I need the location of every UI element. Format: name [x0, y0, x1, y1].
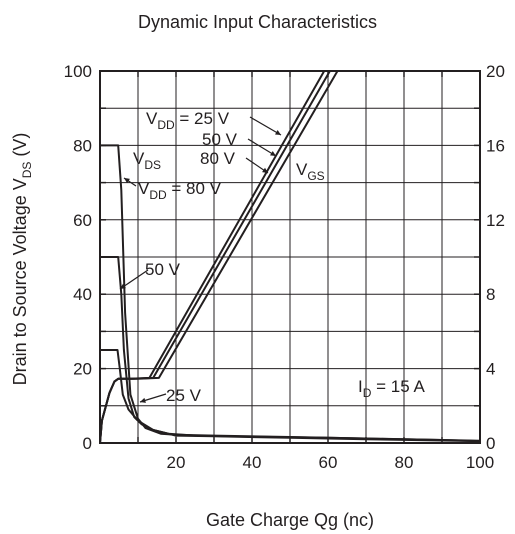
arrow-vdd-80-head	[262, 167, 268, 173]
x-tick-label: 100	[466, 453, 494, 472]
y2-tick-label: 12	[486, 211, 505, 230]
y2-tick-label: 4	[486, 360, 495, 379]
y-tick-label: 60	[73, 211, 92, 230]
series-line-2	[100, 349, 480, 443]
arrow-50v-head	[120, 283, 126, 289]
annotation-80v: 80 V	[200, 149, 236, 168]
y-tick-label: 100	[64, 62, 92, 81]
y-tick-label: 20	[73, 360, 92, 379]
series-line-5	[100, 71, 339, 443]
x-axis-label: Gate Charge Qg (nc)	[205, 510, 375, 530]
chart-title: Dynamic Input Characteristics	[137, 12, 378, 32]
annotation-25v: 25 V	[166, 386, 202, 405]
chart-curves	[100, 71, 480, 443]
annotation-vgs: VGS	[296, 160, 325, 183]
arrow-vdd-25-head	[275, 130, 281, 135]
x-tick-label: 60	[319, 453, 338, 472]
annotation-50v: 50 V	[202, 130, 238, 149]
x-tick-label: 80	[395, 453, 414, 472]
arrow-vdd-80-vds-head	[124, 178, 130, 184]
y2-tick-label: 0	[486, 434, 495, 453]
y-tick-label: 0	[83, 434, 92, 453]
chart-ticks	[100, 71, 480, 443]
x-tick-label: 20	[167, 453, 186, 472]
annotation-vdd-80: VDD = 80 V	[138, 179, 222, 202]
y2-tick-label: 16	[486, 136, 505, 155]
x-tick-label: 40	[243, 453, 262, 472]
arrow-vdd-50-head	[270, 150, 276, 156]
y-tick-label: 80	[73, 136, 92, 155]
arrow-vdd-25	[249, 116, 282, 136]
y-axis-label: Drain to Source Voltage VDS (V)	[10, 132, 34, 386]
annotation-id: ID = 15 A	[358, 377, 425, 400]
annotation-vdd-25: VDD = 25 V	[146, 109, 230, 132]
chart-grid	[100, 71, 480, 443]
arrow-25v-head	[140, 397, 146, 403]
annotation-vds: VDS	[133, 149, 161, 172]
y2-tick-label: 8	[486, 285, 495, 304]
y2-tick-label: 20	[486, 62, 505, 81]
annotation-50v-lower: 50 V	[145, 260, 181, 279]
arrow-vdd-50	[247, 138, 277, 157]
y-tick-label: 40	[73, 285, 92, 304]
arrow-50v	[119, 269, 149, 290]
